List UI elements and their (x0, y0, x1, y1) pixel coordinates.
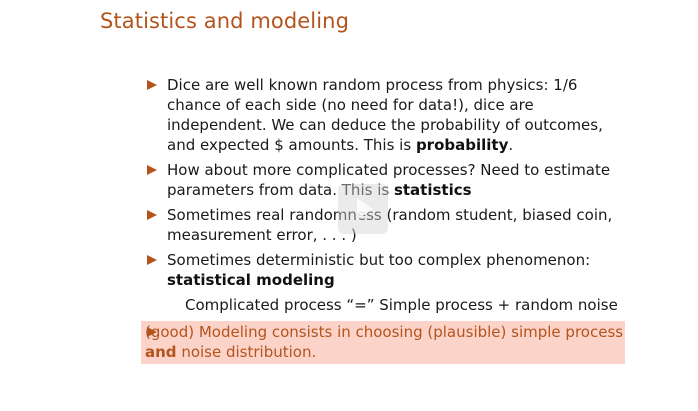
triangle-bullet-icon (147, 80, 157, 90)
triangle-bullet-icon (147, 165, 157, 175)
play-icon[interactable] (338, 184, 388, 234)
triangle-bullet-icon (147, 327, 157, 337)
bullet-text: Sometimes deterministic but too complex … (167, 251, 591, 289)
bullet-item-statistics: How about more complicated processes? Ne… (145, 160, 625, 200)
bullet-item-modeling: Sometimes deterministic but too complex … (145, 250, 625, 290)
bullet-text: (good) Modeling consists in choosing (pl… (145, 323, 624, 361)
bullet-item-probability: Dice are well known random process from … (145, 75, 625, 155)
bullet-list: Dice are well known random process from … (141, 75, 625, 369)
triangle-bullet-icon (147, 255, 157, 265)
formula-line: Complicated process “=” Simple process +… (185, 296, 618, 314)
triangle-bullet-icon (147, 210, 157, 220)
bullet-item-randomness: Sometimes real randomness (random studen… (145, 205, 625, 245)
bullet-text: Dice are well known random process from … (167, 76, 603, 154)
bullet-text: Sometimes real randomness (random studen… (167, 206, 613, 244)
bullet-item-highlight: (good) Modeling consists in choosing (pl… (141, 321, 625, 364)
slide-title: Statistics and modeling (100, 9, 350, 33)
bullet-text: How about more complicated processes? Ne… (167, 161, 611, 199)
